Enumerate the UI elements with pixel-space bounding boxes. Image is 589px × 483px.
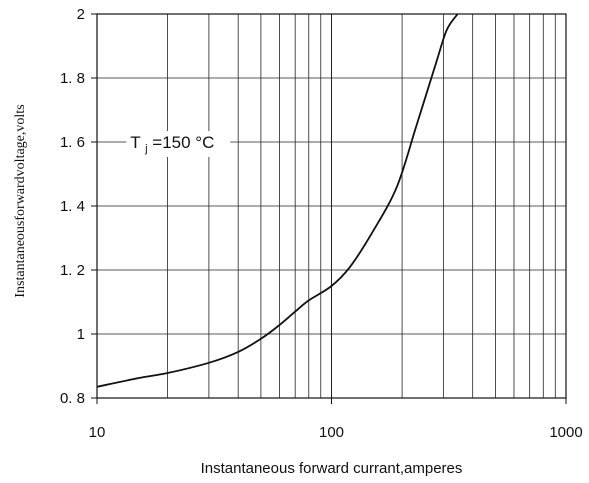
y-tick-label: 2: [77, 6, 85, 23]
junction-temp-annotation: T j =150 °C: [130, 133, 214, 156]
x-axis-label: Instantaneous forward currant,amperes: [201, 460, 463, 477]
x-tick-label: 1000: [549, 424, 582, 441]
x-tick-label: 100: [319, 424, 344, 441]
y-tick-label: 1. 8: [60, 70, 85, 87]
annotation-main: T: [130, 133, 140, 152]
y-tick-label: 1. 4: [60, 198, 85, 215]
y-axis-ticks: 0. 8 1 1. 2 1. 4 1. 6 1. 8 2: [60, 6, 97, 407]
annotation-value: =150 °C: [152, 133, 214, 152]
x-axis-ticks: 10 100 1000: [89, 398, 583, 441]
forward-voltage-curve: [96, 13, 459, 388]
grid-lines: [97, 14, 566, 398]
y-tick-label: 1. 6: [60, 134, 85, 151]
y-tick-label: 1. 2: [60, 262, 85, 279]
annotation-background: [126, 131, 231, 157]
y-axis-label: Instantaneousforwardvoltage,volts: [13, 104, 28, 297]
x-tick-label: 10: [89, 424, 106, 441]
y-tick-label: 1: [77, 326, 85, 343]
y-tick-label: 0. 8: [60, 390, 85, 407]
annotation-subscript: j: [144, 143, 147, 155]
